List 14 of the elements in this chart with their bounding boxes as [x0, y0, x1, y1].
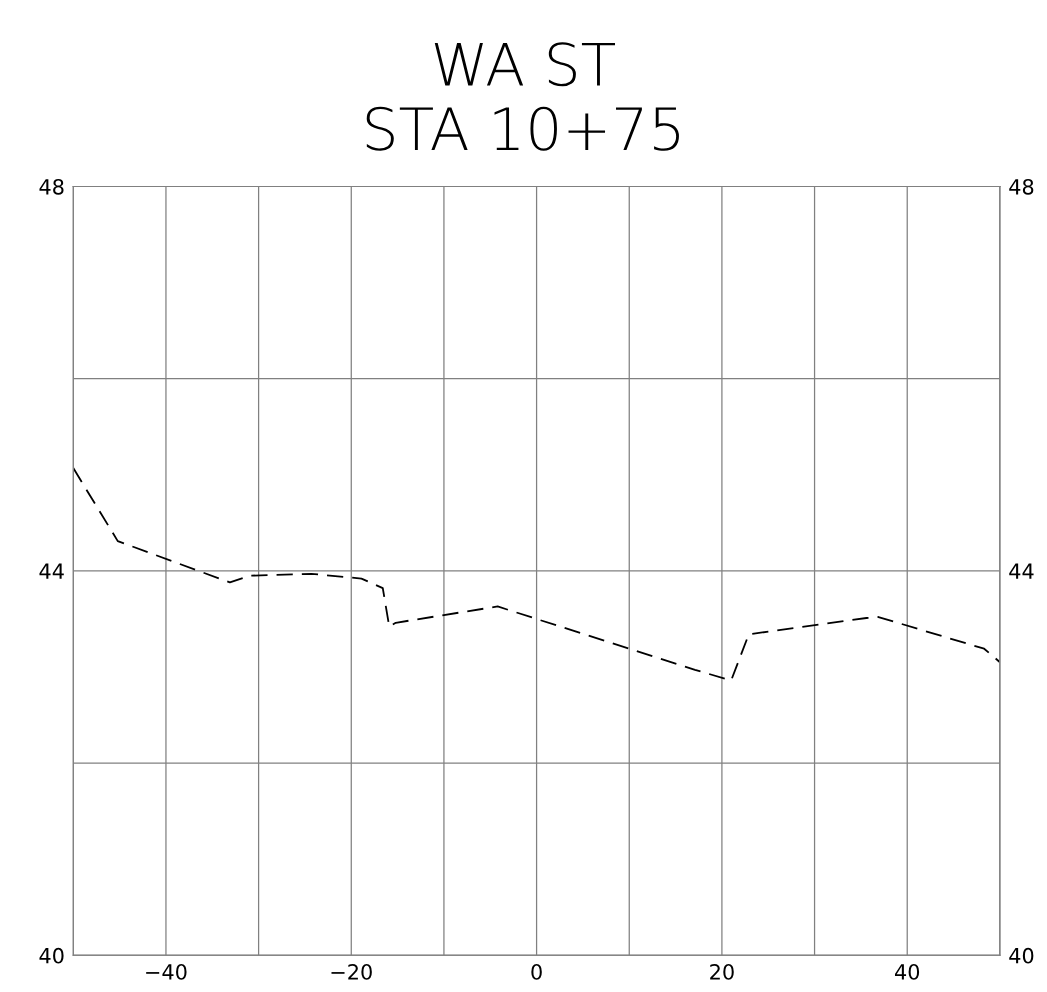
- chart-subtitle: STA 10+75: [366, 106, 679, 151]
- y2-tick-label: 44: [1009, 563, 1034, 579]
- x-tick-label: 20: [710, 964, 734, 980]
- x-tick-label: 40: [894, 964, 920, 980]
- x-tick-label: −20: [331, 964, 372, 980]
- x-tick-label: −40: [146, 964, 187, 980]
- y2-tick-label: 48: [1009, 178, 1034, 195]
- chart-title: WA ST: [434, 42, 616, 87]
- y-tick-label: 48: [39, 178, 64, 195]
- y2-tick-label: 40: [1009, 947, 1034, 964]
- y-tick-label: 44: [39, 563, 64, 579]
- x-tick-label: 0: [531, 964, 542, 980]
- y-tick-label: 40: [39, 947, 64, 964]
- line-series: [73, 467, 1000, 682]
